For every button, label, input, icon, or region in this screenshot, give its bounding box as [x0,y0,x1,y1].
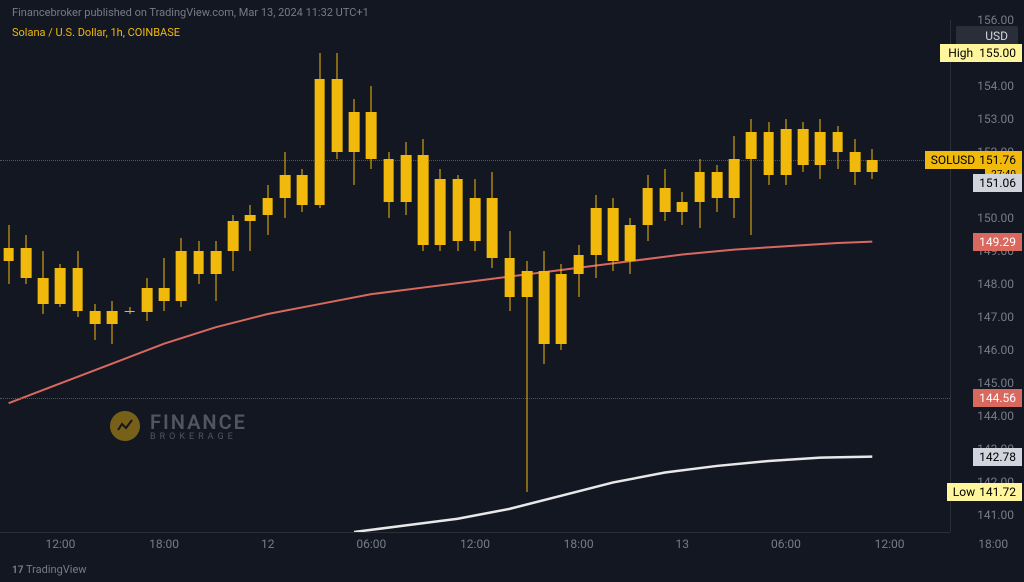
candle-body [366,112,377,158]
candle-body [608,208,619,261]
line2-badge: 142.78 [973,448,1022,466]
candle-body [591,208,602,254]
high-badge: High155.00 [940,44,1022,62]
y-axis[interactable]: USD 141.00142.00143.00144.00145.00146.00… [950,20,1024,532]
candle-body [781,129,792,175]
candle-body [211,251,222,274]
x-tick: 06:00 [771,537,801,551]
candle-body [694,172,705,202]
chart-container: Financebroker published on TradingView.c… [0,0,1024,582]
candle-body [815,132,826,165]
candle-body [90,311,101,324]
plot-area[interactable] [0,20,950,532]
candle-body [141,288,152,313]
candle-body [746,132,757,158]
ma-line [9,242,873,404]
ma-badge: 149.29 [973,233,1022,251]
candle-body [642,188,653,224]
candle-body [401,155,412,201]
x-tick: 18:00 [149,537,179,551]
candle-body [487,198,498,257]
x-tick: 12 [261,537,275,551]
candle-body [21,248,32,278]
x-axis[interactable]: 12:0018:001206:0012:0018:001306:0012:001… [0,532,950,554]
x-tick: 18:00 [564,537,594,551]
low-badge: Low141.72 [947,483,1022,501]
x-tick: 12:00 [460,537,490,551]
candle-body [867,160,878,172]
candle-body [850,152,861,172]
watermark-subtitle: BROKERAGE [150,432,247,442]
candle-body [280,175,291,198]
candle-body [262,198,273,215]
price-badge: SOLUSD151.76 [925,151,1022,169]
candle-body [556,274,567,343]
y-tick: 144.00 [977,409,1014,423]
x-tick: 18:00 [978,537,1008,551]
watermark: FINANCE BROKERAGE [110,410,247,442]
y-tick: 141.00 [977,508,1014,522]
candle-body [331,79,342,152]
y-tick: 147.00 [977,310,1014,324]
last-badge: 151.06 [973,174,1022,192]
y-tick: 148.00 [977,277,1014,291]
overlay-lines [0,20,950,532]
x-tick: 12:00 [875,537,905,551]
publisher-header: Financebroker published on TradingView.c… [12,6,369,19]
candle-body [452,179,463,242]
stop-badge: 144.56 [973,389,1022,407]
candle-body [763,132,774,175]
y-tick: 156.00 [977,13,1014,27]
candle-body [798,129,809,165]
candle-body [435,179,446,245]
x-tick: 13 [676,537,690,551]
x-tick: 06:00 [356,537,386,551]
candle-body [539,271,550,344]
watermark-title: FINANCE [150,410,247,434]
candle-body [677,202,688,212]
candle-body [521,271,532,297]
candle-body [349,112,360,152]
candle-body [573,255,584,275]
candle-body [55,268,66,304]
currency-badge: USD [956,26,1018,46]
candle-body [107,311,118,324]
price-line [0,398,950,399]
y-tick: 154.00 [977,79,1014,93]
footer-branding: 17 TradingView [12,563,87,576]
candle-body [193,251,204,274]
candle-wick [250,205,251,251]
candle-body [418,155,429,244]
candle-body [711,172,722,198]
candle-body [297,175,308,205]
y-tick: 153.00 [977,112,1014,126]
candle-body [245,215,256,222]
secondary-line [354,457,872,532]
candle-wick [164,258,165,311]
y-tick: 150.00 [977,211,1014,225]
candle-body [504,258,515,298]
watermark-icon [110,411,140,441]
x-tick: 12:00 [46,537,76,551]
candle-body [3,248,14,261]
candle-body [176,251,187,301]
candle-body [660,188,671,211]
candle-body [625,225,636,261]
candle-body [72,268,83,311]
candle-body [159,288,170,301]
candle-body [38,278,49,304]
candle-body [228,221,239,251]
candle-body [470,198,481,241]
candle-body [124,311,135,313]
y-tick: 146.00 [977,343,1014,357]
candle-body [314,79,325,205]
candle-body [729,159,740,199]
candle-body [832,132,843,152]
candle-body [383,159,394,202]
